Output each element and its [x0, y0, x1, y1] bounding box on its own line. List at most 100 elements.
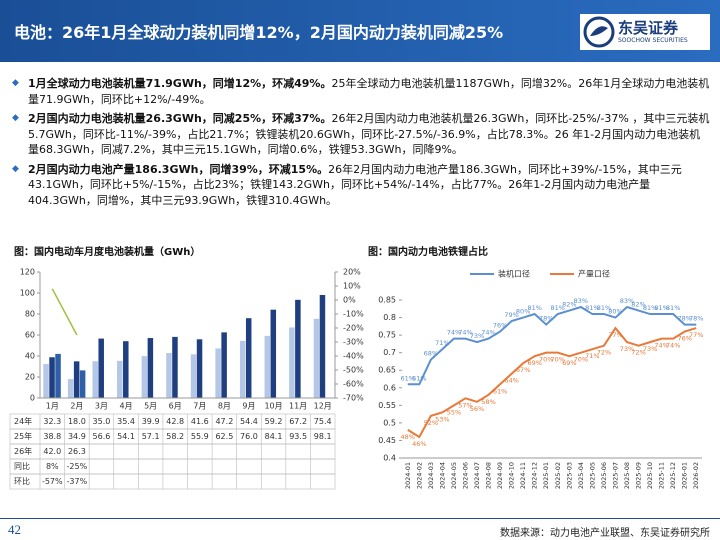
y2-tick-label: -70%: [343, 394, 364, 403]
data-label: 76%: [677, 335, 691, 343]
data-label: 74%: [447, 329, 461, 337]
table-cell: 38.8: [43, 432, 61, 441]
data-label: 74%: [666, 342, 680, 350]
y-tick-label: 0.4: [383, 454, 396, 463]
yoy-line: [51, 288, 78, 336]
data-label: 69%: [562, 359, 576, 367]
data-label: 79%: [504, 311, 518, 319]
data-label: 71%: [585, 352, 599, 360]
bullet: 2月国内动力电池装机量26.3GWh，同减25%，环减37%。26年2月国内动力…: [10, 111, 710, 158]
x-tick-label: 7月: [193, 402, 206, 411]
chart-title: 图：国内电动车月度电池装机量（GWh）: [14, 245, 200, 258]
x-tick-label: 2月: [70, 402, 83, 411]
logo-en: SOOCHOW SECURITIES: [618, 37, 688, 44]
data-label: 67%: [516, 366, 530, 374]
bar: [49, 357, 55, 398]
table-cell: 32.3: [43, 417, 61, 426]
table-cell: 34.9: [68, 432, 86, 441]
table-cell: 54.1: [117, 432, 135, 441]
data-label: 81%: [551, 304, 565, 312]
table-row: [9, 473, 336, 490]
table-cell: 75.4: [314, 417, 332, 426]
data-label: 74%: [481, 329, 495, 337]
bullet-lead: 2月国内动力电池产量186.3GWh，同增39%，环减15%。: [28, 162, 329, 176]
x-tick-label: 2025-12: [669, 462, 677, 489]
y2-tick-label: -30%: [343, 338, 364, 347]
data-label: 55%: [447, 408, 461, 416]
bar: [55, 353, 61, 398]
bullet: 1月全球动力电池装机量71.9GWh，同增12%，环减49%。25年全球动力电池…: [10, 76, 710, 107]
y2-tick-label: 20%: [343, 268, 361, 277]
table-cell: 98.1: [314, 432, 332, 441]
y-tick-label: 0.65: [378, 366, 396, 375]
data-label: 83%: [574, 297, 588, 305]
data-label: 53%: [435, 415, 449, 423]
x-tick-label: 2024-05: [450, 462, 458, 489]
x-tick-label: 3月: [95, 402, 108, 411]
table-cell: 62.5: [215, 432, 233, 441]
data-label: 81%: [654, 304, 668, 312]
table-cell: 56.6: [93, 432, 111, 441]
data-label: 82%: [562, 301, 576, 309]
bar: [67, 379, 74, 398]
page-number: 42: [8, 522, 21, 537]
data-label: 73%: [470, 332, 484, 340]
x-tick-label: 12月: [314, 402, 332, 411]
x-tick-label: 2024-10: [508, 462, 516, 489]
data-label: 70%: [551, 356, 565, 364]
data-label: 74%: [654, 342, 668, 350]
data-label: 81%: [527, 304, 541, 312]
bullet-lead: 1月全球动力电池装机量71.9GWh，同增12%，环减49%。: [28, 77, 332, 90]
bar: [221, 332, 227, 398]
table-cell: 54.4: [240, 417, 258, 426]
x-tick-label: 6月: [169, 402, 182, 411]
bar: [73, 361, 80, 398]
table-row: [9, 458, 336, 475]
data-label: 82%: [631, 301, 645, 309]
y-tick-label: 0: [30, 394, 35, 403]
data-label: 81%: [597, 304, 611, 312]
series-line: [407, 326, 697, 439]
data-label: 81%: [643, 304, 657, 312]
data-label: 69%: [527, 359, 541, 367]
x-tick-label: 2024-07: [473, 462, 481, 489]
series-line: [407, 305, 697, 386]
data-label: 77%: [689, 331, 703, 339]
y-tick-label: 0.55: [378, 401, 396, 410]
bar: [295, 299, 301, 398]
bar: [147, 338, 154, 398]
table-cell: 59.2: [265, 417, 283, 426]
data-label: 70%: [574, 356, 588, 364]
data-label: 81%: [666, 304, 680, 312]
data-label: 81%: [585, 304, 599, 312]
x-tick-label: 2025-08: [623, 462, 631, 489]
y-tick-label: 0.75: [378, 331, 396, 340]
data-label: 73%: [643, 345, 657, 353]
data-label: 72%: [631, 349, 645, 357]
x-tick-label: 2024-02: [415, 462, 423, 489]
y-tick-label: 0.8: [383, 313, 396, 322]
x-tick-label: 2024-01: [404, 462, 412, 489]
table-cell: 18.0: [68, 417, 86, 426]
data-label: 78%: [539, 315, 553, 323]
y2-tick-label: -40%: [343, 352, 364, 361]
data-label: 46%: [412, 440, 426, 448]
table-cell: -57%: [42, 477, 63, 486]
data-label: 80%: [608, 308, 622, 316]
y-tick-label: 60: [25, 331, 35, 340]
x-tick-label: 2026-02: [692, 462, 700, 489]
y-tick-label: 40: [25, 352, 35, 361]
data-label: 52%: [424, 419, 438, 427]
x-tick-label: 2024-08: [485, 462, 493, 489]
logo-icon: [583, 16, 615, 48]
table-cell: 55.9: [191, 432, 209, 441]
x-tick-label: 9月: [242, 402, 255, 411]
bar: [79, 370, 86, 398]
table-cell: 42.8: [166, 417, 184, 426]
table-cell: 39.9: [142, 417, 160, 426]
x-tick-label: 2025-09: [635, 462, 643, 489]
data-label: 48%: [401, 433, 415, 441]
bar: [239, 340, 246, 398]
bar: [270, 309, 277, 398]
table-cell: 47.2: [215, 417, 233, 426]
